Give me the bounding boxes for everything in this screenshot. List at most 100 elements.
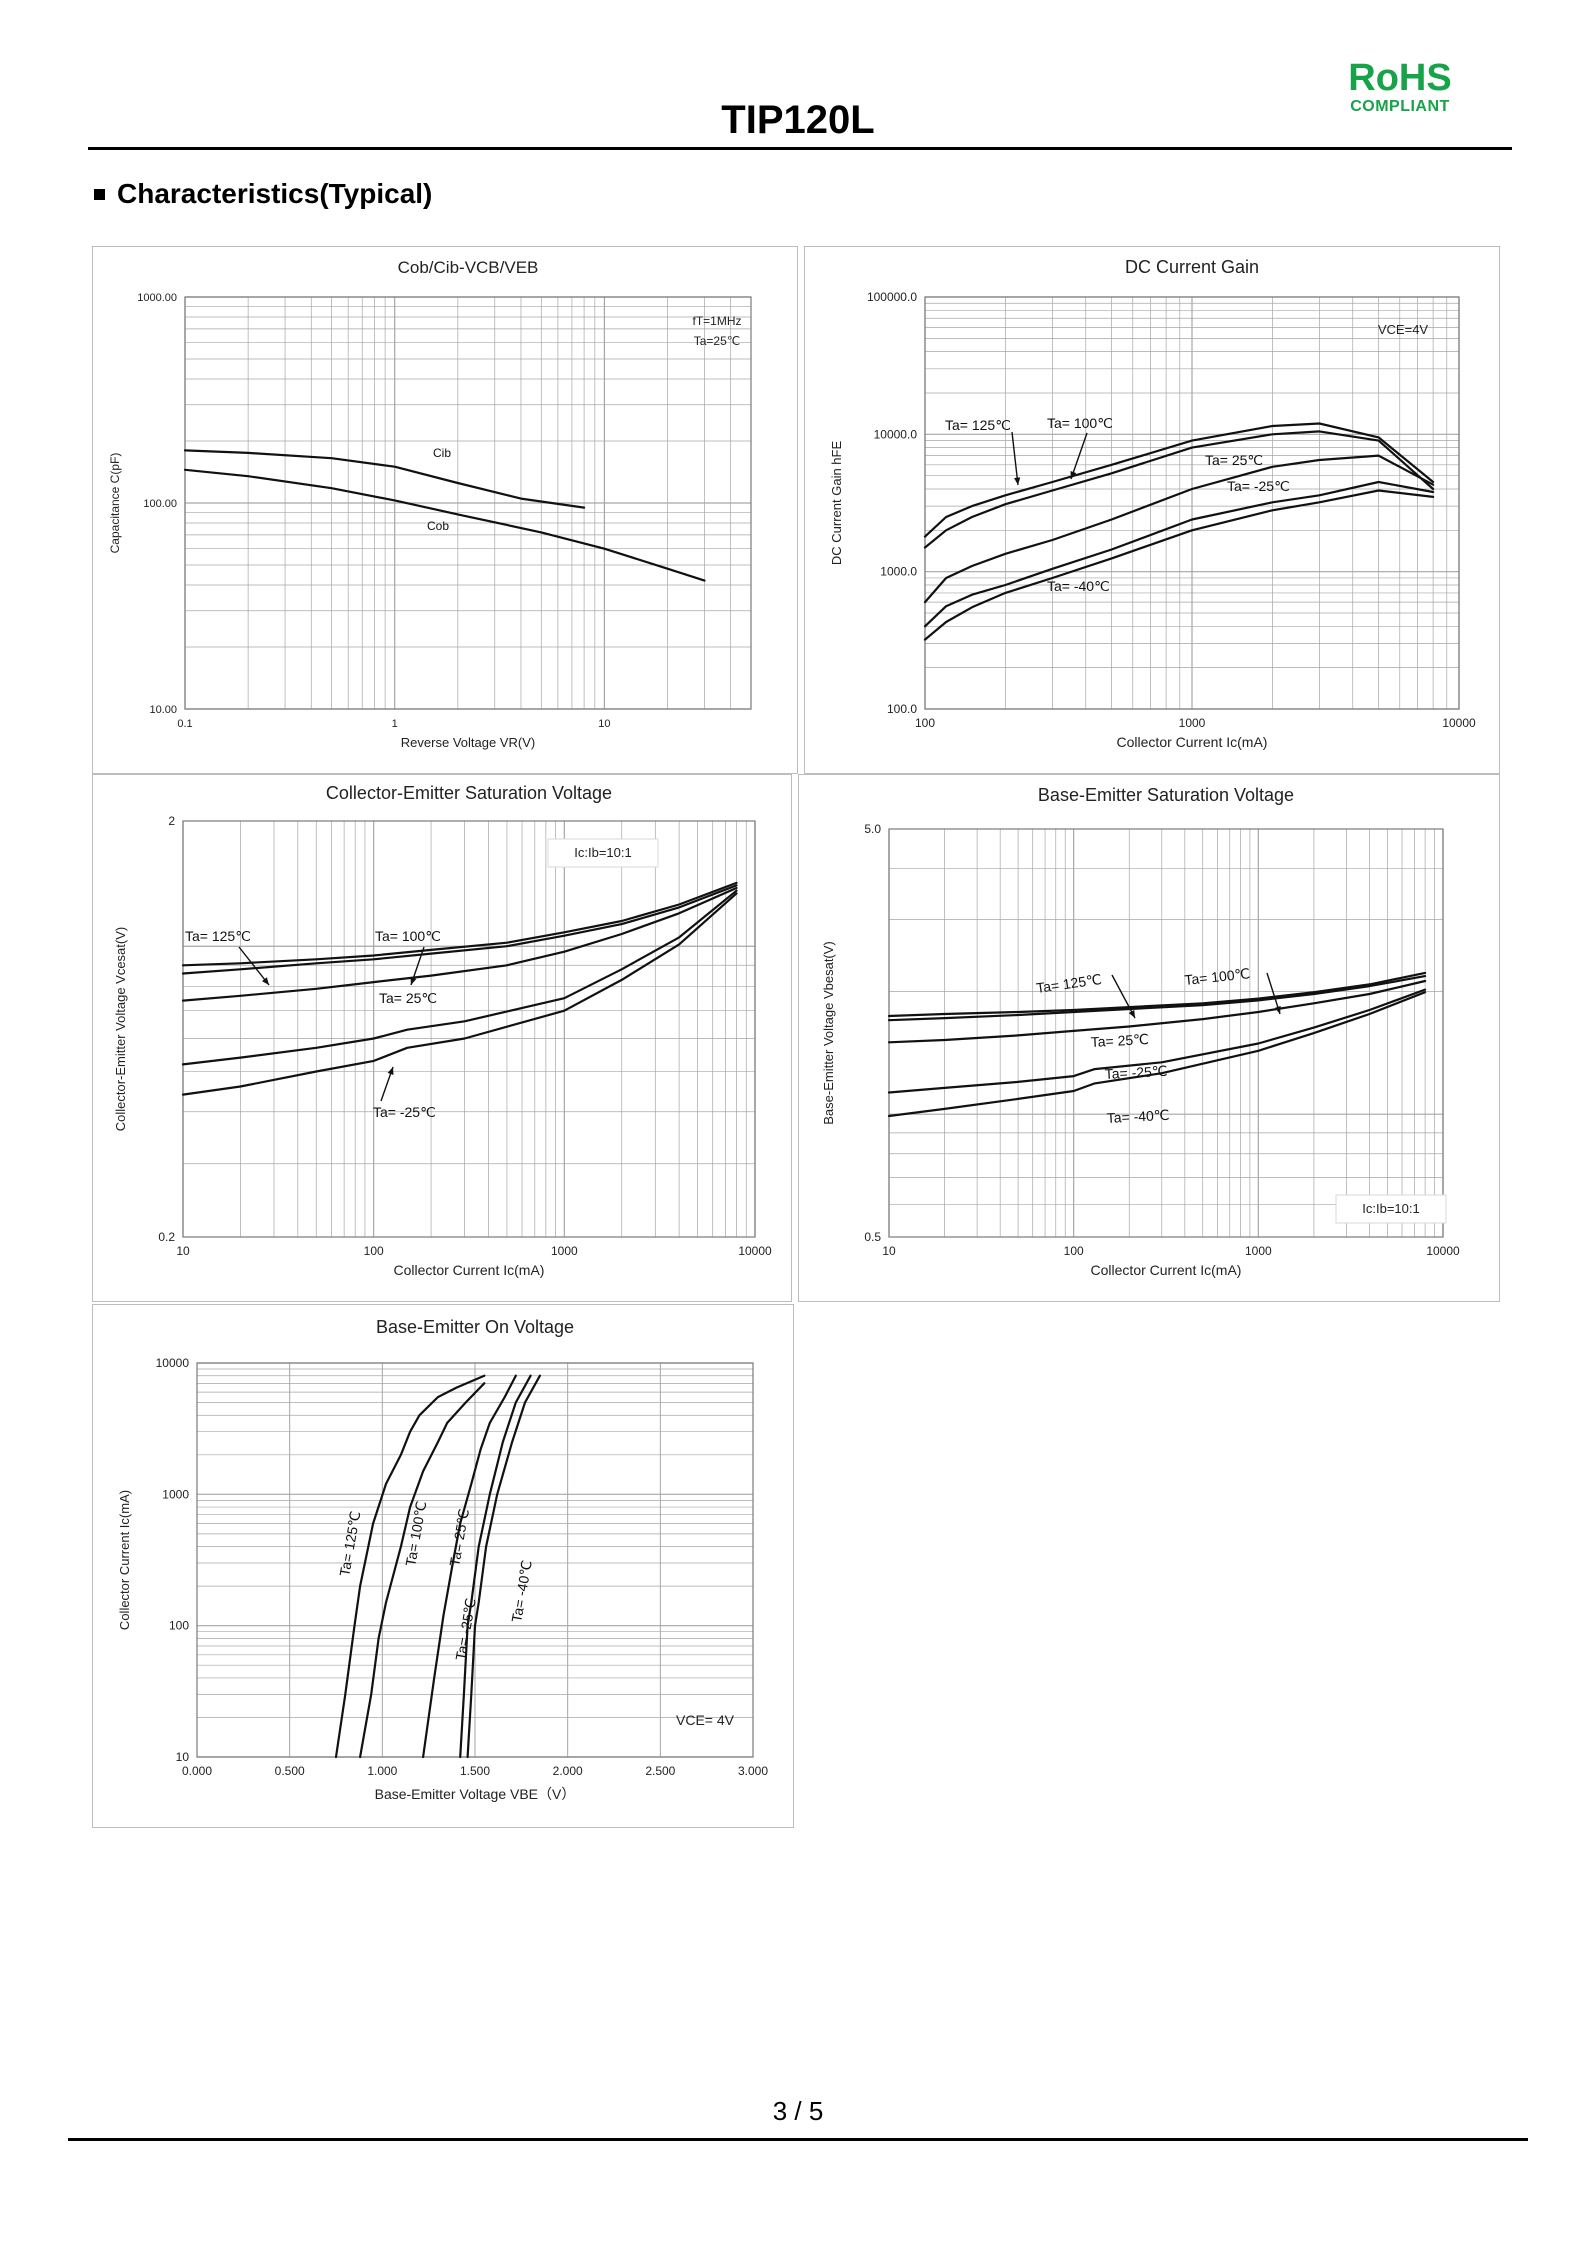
y-axis-label: Collector Current Ic(mA) <box>117 1490 132 1630</box>
section-heading: Characteristics(Typical) <box>94 178 432 210</box>
page-number: 3 / 5 <box>772 2096 824 2126</box>
annotation-box <box>1335 1194 1447 1224</box>
x-tick-label: 10 <box>882 1244 896 1258</box>
series-line-2 <box>923 454 1435 604</box>
series-label: Ta= 100℃ <box>375 928 441 944</box>
x-tick-label: 10 <box>598 718 610 730</box>
y-tick-label: 10 <box>176 1750 190 1764</box>
label-arrow <box>1070 432 1088 480</box>
y-axis-label: Collector-Emitter Voltage Vcesat(V) <box>113 927 128 1131</box>
series-label: Ta= -40℃ <box>1047 578 1110 594</box>
series-label: Ta= -40℃ <box>508 1559 535 1624</box>
x-axis-label: Reverse Voltage VR(V) <box>401 735 535 750</box>
series-label: Ta= 25℃ <box>379 990 437 1006</box>
arrow-head-icon <box>1274 1006 1281 1014</box>
series-line-2 <box>887 979 1427 1044</box>
arrow-head-icon <box>387 1067 394 1075</box>
c2-svg: DC Current Gain 100 1000 10000 100.0 1000.0 10… <box>829 257 1476 750</box>
chart-annotation: Ic:Ib=10:1 <box>574 845 631 860</box>
chart-annotation: Ta=25℃ <box>694 334 741 348</box>
header-divider <box>88 147 1512 150</box>
series-line-0 <box>181 881 738 967</box>
y-axis-label: Capacitance C(pF) <box>108 453 122 554</box>
chart-dc-current-gain: DC Current Gain 100 1000 10000 100.0 1000.0 10… <box>804 246 1500 774</box>
series-line-4 <box>466 1374 541 1759</box>
x-tick-label: 3.000 <box>738 1764 768 1778</box>
x-axis-label: Collector Current Ic(mA) <box>1117 734 1268 750</box>
chart-title: Collector-Emitter Saturation Voltage <box>326 783 612 803</box>
x-tick-label: 1.500 <box>460 1764 490 1778</box>
y-tick-label: 10.00 <box>149 704 177 716</box>
series-label: Ta= 100℃ <box>1047 415 1113 431</box>
series-line-1 <box>359 1382 486 1759</box>
x-tick-label: 1000 <box>1245 1244 1272 1258</box>
series-line-2 <box>181 886 738 1002</box>
series-line-1 <box>923 430 1435 549</box>
series-label: Ta= 25℃ <box>1090 1031 1149 1050</box>
y-tick-label: 1000.00 <box>137 292 177 304</box>
c4-svg: Base-Emitter Saturation Voltage 10 100 1000… <box>821 785 1460 1278</box>
y-tick-label: 100.0 <box>887 702 917 716</box>
x-axis-label: Collector Current Ic(mA) <box>1091 1262 1242 1278</box>
series-label: Ta= 25℃ <box>446 1507 472 1567</box>
y-tick-label: 0.2 <box>158 1230 175 1244</box>
series-line-1 <box>183 468 706 582</box>
chart-capacitance: Cob/Cib-VCB/VEB 0.1 1 10 10.00 100.00 1000.00 R… <box>92 246 798 774</box>
c5-svg: Base-Emitter On Voltage 0.000 0.500 1.000 1.… <box>117 1317 768 1802</box>
plot-frame <box>196 1362 754 1758</box>
y-tick-label: 1000.0 <box>880 565 917 579</box>
x-tick-label: 1000 <box>1179 716 1206 730</box>
series-line-1 <box>887 975 1427 1022</box>
x-tick-label: 100 <box>915 716 935 730</box>
x-tick-label: 2.000 <box>553 1764 583 1778</box>
grid-lines <box>888 828 1444 1238</box>
rohs-label: RoHS <box>1348 57 1452 99</box>
series-line-2 <box>422 1374 517 1759</box>
x-tick-label: 1000 <box>551 1244 578 1258</box>
plot-frame <box>888 828 1444 1238</box>
arrow-head-icon <box>410 977 417 985</box>
x-tick-label: 10000 <box>738 1244 772 1258</box>
footer-divider <box>68 2138 1528 2141</box>
series-label: Ta= 25℃ <box>1205 452 1263 468</box>
annotation-box <box>547 838 659 868</box>
section-title: Characteristics(Typical) <box>117 178 433 209</box>
series-label: Ta= -25℃ <box>1227 478 1290 494</box>
c1-svg: Cob/Cib-VCB/VEB 0.1 1 10 10.00 100.00 1000.00 R… <box>108 258 752 750</box>
series-line-3 <box>887 988 1427 1094</box>
x-axis-label: Base-Emitter Voltage VBE（V） <box>375 1786 576 1802</box>
label-arrow <box>1011 431 1019 486</box>
x-tick-label: 100 <box>364 1244 384 1258</box>
chart-annotation: VCE=4V <box>1378 322 1429 337</box>
bullet-icon <box>94 189 105 201</box>
series-line-3 <box>181 889 738 1066</box>
series-line-0 <box>923 422 1435 538</box>
x-tick-label: 10000 <box>1426 1244 1460 1258</box>
y-tick-label: 10000.0 <box>874 427 918 441</box>
y-axis-label: DC Current Gain hFE <box>829 441 844 566</box>
grid-lines <box>182 820 756 1238</box>
x-tick-label: 0.000 <box>182 1764 212 1778</box>
plot-frame <box>182 820 756 1238</box>
c3-svg: Collector-Emitter Saturation Voltage 10 10… <box>113 783 772 1278</box>
series-line-0 <box>887 971 1427 1018</box>
arrow-head-icon <box>261 977 269 985</box>
series-line-0 <box>183 449 586 509</box>
series-label: Cib <box>433 446 451 460</box>
y-axis-label: Base-Emitter Voltage Vbesat(V) <box>821 941 836 1125</box>
x-tick-label: 1 <box>392 718 398 730</box>
rohs-compliant-label: COMPLIANT <box>1350 98 1450 115</box>
series-label: Ta= 100℃ <box>1184 965 1251 988</box>
plot-frame <box>184 296 752 710</box>
y-tick-label: 2 <box>168 814 175 828</box>
series-line-0 <box>334 1374 486 1759</box>
series-line-1 <box>181 884 738 975</box>
chart-annotation: VCE= 4V <box>676 1712 735 1728</box>
chart-title: DC Current Gain <box>1125 257 1259 277</box>
label-arrow <box>238 946 270 986</box>
arrow-head-icon <box>1014 477 1021 485</box>
y-tick-label: 100000.0 <box>867 290 917 304</box>
arrow-head-icon <box>1128 1010 1135 1018</box>
chart-ce-saturation: Collector-Emitter Saturation Voltage 10 10… <box>92 774 792 1302</box>
series-line-4 <box>923 489 1435 641</box>
